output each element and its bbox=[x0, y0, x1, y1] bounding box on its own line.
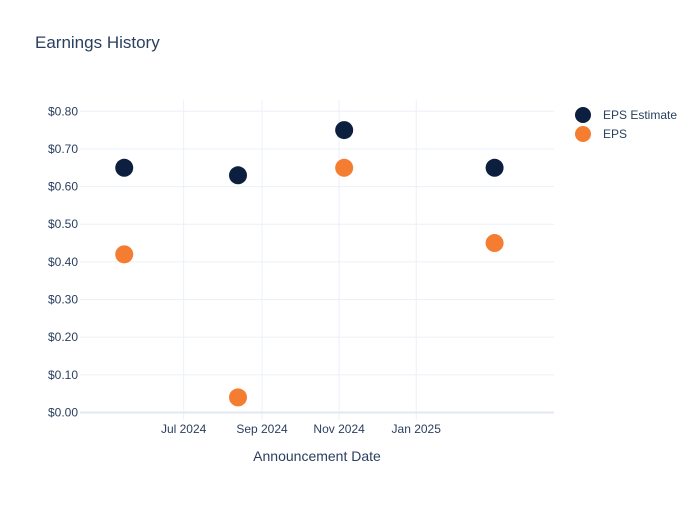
y-tick-label: $0.70 bbox=[48, 142, 78, 156]
y-tick-label: $0.30 bbox=[48, 293, 78, 307]
x-tick-label: Jan 2025 bbox=[392, 422, 442, 436]
x-tick-label: Sep 2024 bbox=[236, 422, 288, 436]
y-tick-label: $0.50 bbox=[48, 217, 78, 231]
legend-label: EPS Estimate bbox=[603, 108, 677, 122]
y-tick-label: $0.80 bbox=[48, 104, 78, 118]
data-point bbox=[229, 166, 247, 185]
data-point bbox=[485, 234, 504, 253]
y-tick-label: $0.10 bbox=[48, 368, 78, 382]
y-tick-label: $0.60 bbox=[48, 180, 78, 194]
data-point bbox=[485, 158, 504, 177]
data-point bbox=[335, 158, 354, 177]
x-tick-label: Jul 2024 bbox=[161, 422, 207, 436]
legend-marker bbox=[575, 107, 591, 123]
data-point bbox=[335, 121, 354, 140]
y-tick-label: $0.00 bbox=[48, 405, 78, 419]
legend-label: EPS bbox=[603, 127, 627, 141]
x-axis-title: Announcement Date bbox=[253, 448, 381, 464]
x-tick-label: Nov 2024 bbox=[313, 422, 365, 436]
chart-title: Earnings History bbox=[35, 33, 160, 52]
y-tick-label: $0.20 bbox=[48, 330, 78, 344]
legend-marker bbox=[575, 126, 591, 142]
data-point bbox=[115, 158, 134, 177]
data-point bbox=[229, 388, 247, 407]
data-point bbox=[115, 245, 134, 264]
y-tick-label: $0.40 bbox=[48, 255, 78, 269]
